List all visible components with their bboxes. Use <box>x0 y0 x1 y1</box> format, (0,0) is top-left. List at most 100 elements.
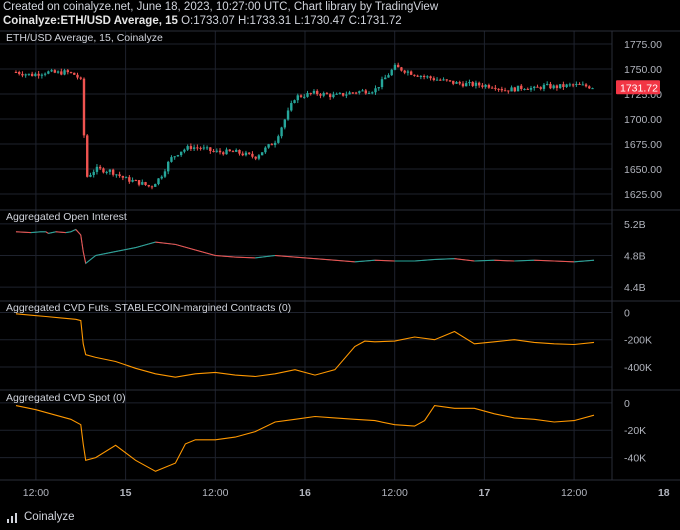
candle-body <box>251 153 254 157</box>
y-tick-label: 0 <box>624 307 630 319</box>
candle-body <box>66 70 69 73</box>
candle-body <box>303 96 306 98</box>
candle-body <box>571 84 575 86</box>
candle-body <box>218 150 222 153</box>
y-tick-label: -400K <box>624 362 652 374</box>
pane-title: Aggregated Open Interest <box>6 211 127 223</box>
oi-segment <box>534 259 555 262</box>
oi-segment <box>334 259 355 263</box>
ohlc-symbol: Coinalyze:ETH/USD Average, 15 <box>3 15 178 27</box>
candle-body <box>280 127 283 137</box>
candle-body <box>503 90 507 92</box>
candle-body <box>254 156 257 159</box>
candle-body <box>286 110 290 120</box>
candle-body <box>555 85 559 88</box>
y-tick-label: 1700.00 <box>624 114 662 126</box>
oi-segment <box>115 247 136 253</box>
candle-body <box>299 95 303 97</box>
oi-segment <box>70 228 76 233</box>
candle-body <box>536 86 539 88</box>
series-line <box>15 405 595 472</box>
candle-body <box>520 85 523 89</box>
candle-body <box>474 82 478 86</box>
y-tick-label: 5.2B <box>624 219 646 231</box>
y-tick-label: 1625.00 <box>624 189 662 201</box>
candle-body <box>40 74 44 76</box>
candle-body <box>312 90 316 94</box>
candle-body <box>228 149 231 152</box>
x-tick-label: 12:00 <box>561 487 587 499</box>
candle-body <box>277 136 280 143</box>
candle-body <box>186 146 189 150</box>
oi-segment <box>15 231 31 234</box>
candle-body <box>124 177 128 179</box>
candle-body <box>526 88 529 90</box>
candle-body <box>257 155 261 159</box>
candle-body <box>384 77 387 80</box>
candle-body <box>338 93 342 95</box>
candle-body <box>507 90 510 92</box>
x-tick-label: 12:00 <box>382 487 408 499</box>
candle-body <box>293 100 296 104</box>
candle-body <box>332 94 335 98</box>
y-tick-label: -20K <box>624 425 646 437</box>
candle-body <box>238 149 241 154</box>
candle-body <box>468 82 471 84</box>
chart-created-caption: Created on coinalyze.net, June 18, 2023,… <box>3 1 439 13</box>
series-line <box>15 313 595 378</box>
candle-body <box>102 168 105 173</box>
oi-segment <box>255 255 276 259</box>
footer-brand[interactable]: Coinalyze <box>6 510 75 524</box>
y-tick-label: 4.4B <box>624 282 646 294</box>
oi-segment <box>374 259 395 262</box>
candle-body <box>244 152 248 156</box>
candle-body <box>205 147 209 149</box>
candle-body <box>432 78 436 81</box>
candle-body <box>118 174 121 177</box>
candle-body <box>134 180 138 182</box>
candle-body <box>115 174 118 176</box>
candle-body <box>578 83 581 85</box>
candle-body <box>345 94 348 96</box>
last-price-tag <box>616 80 660 95</box>
candle-body <box>542 84 546 89</box>
oi-segment <box>48 231 56 234</box>
candle-body <box>309 93 312 95</box>
y-tick-label: -40K <box>624 453 646 465</box>
candle-body <box>445 79 448 81</box>
candle-body <box>56 71 60 73</box>
pane-title: Aggregated CVD Spot (0) <box>6 392 126 404</box>
candle-body <box>455 82 458 84</box>
candle-body <box>111 169 115 175</box>
candle-body <box>591 88 594 90</box>
candle-body <box>53 70 57 73</box>
candle-body <box>43 73 47 75</box>
candle-body <box>448 80 452 82</box>
candle-body <box>189 146 193 149</box>
candle-body <box>351 92 355 94</box>
candle-body <box>358 91 361 93</box>
candle-body <box>231 151 235 153</box>
candle-body <box>364 90 367 94</box>
candle-body <box>471 82 474 86</box>
oi-segment <box>235 256 256 259</box>
candle-body <box>588 86 591 89</box>
oi-segment <box>434 258 455 260</box>
candle-body <box>396 64 400 68</box>
candle-body <box>452 80 455 84</box>
candle-body <box>442 79 445 81</box>
candle-body <box>296 95 299 101</box>
candle-body <box>513 87 516 92</box>
candle-body <box>196 147 199 149</box>
candle-body <box>183 149 186 152</box>
pane-title: ETH/USD Average, 15, Coinalyze <box>6 32 163 44</box>
candle-body <box>222 152 225 155</box>
candle-body <box>235 149 238 152</box>
oi-segment <box>95 251 116 256</box>
candle-body <box>341 93 345 96</box>
x-tick-label: 18 <box>658 487 670 499</box>
candle-body <box>137 180 141 185</box>
candle-body <box>150 186 154 188</box>
candle-body <box>144 182 147 186</box>
candle-body <box>422 75 426 77</box>
